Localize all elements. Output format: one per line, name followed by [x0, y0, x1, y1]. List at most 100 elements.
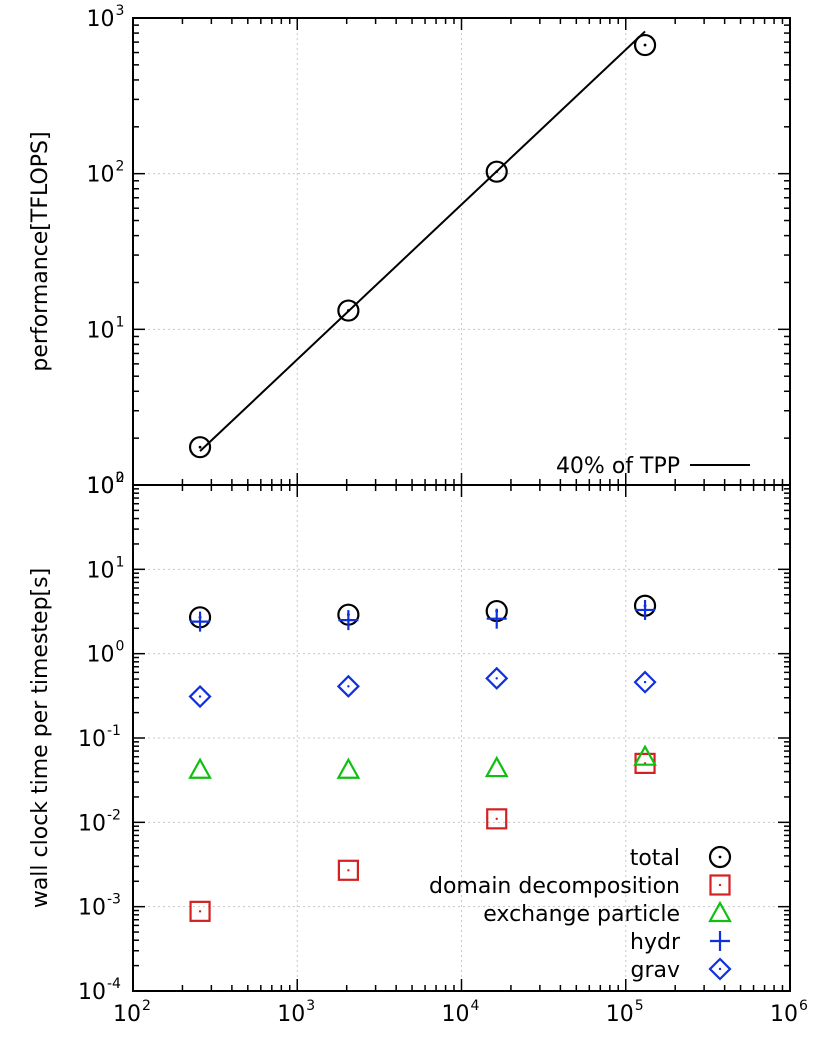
marker-dot: [347, 869, 350, 872]
legend-layer: 40% of TPP total domain decomposition excha…: [429, 454, 750, 983]
marker-square: [189, 900, 211, 922]
data-point: [337, 859, 359, 881]
grid-layer: [133, 18, 790, 991]
marker-dot: [718, 883, 722, 887]
data-point: [635, 599, 656, 620]
data-point: [485, 666, 509, 690]
walltime-panel-series-4: [188, 666, 657, 709]
marker-triangle: [188, 757, 212, 779]
tick-label-base: 10: [87, 318, 115, 343]
marker-circle: [337, 299, 360, 322]
data-point: [189, 900, 211, 922]
walltime-panel-y-tick-label: 10 -1: [78, 723, 121, 752]
tick-label-base: 10: [87, 474, 115, 499]
tick-label-exponent: 5: [635, 998, 644, 1014]
marker-circle: [633, 33, 657, 57]
tick-label-base: 10: [87, 7, 115, 32]
data-layer: [188, 30, 657, 922]
legend-label: total: [630, 846, 680, 871]
marker-dot: [718, 855, 722, 859]
tick-label-base: 10: [87, 558, 115, 583]
tpp-reference-line: [199, 30, 646, 452]
marker-diamond: [708, 957, 732, 981]
legend-label: 40% of TPP: [556, 454, 680, 479]
legend-marker-key: [708, 845, 732, 869]
tick-label-exponent: 3: [306, 998, 315, 1014]
marker-square: [709, 874, 731, 896]
walltime-panel-x-tick-label: 10 4: [442, 998, 480, 1027]
walltime-panel-legend-item: domain decomposition: [429, 874, 731, 899]
data-point: [188, 685, 212, 709]
walltime-panel-legend-item: exchange particle: [483, 900, 732, 927]
walltime-panel-y-tick-label: 10 0: [87, 639, 125, 668]
data-point: [336, 674, 360, 698]
tick-label-exponent: 2: [116, 159, 125, 175]
tick-label-base: 10: [78, 727, 106, 752]
marker-square: [337, 859, 359, 881]
walltime-panel-y-tick-label: 10 2: [87, 470, 125, 499]
marker-circle: [188, 436, 212, 459]
tick-label-base: 10: [442, 1002, 470, 1027]
tick-label-exponent: 1: [116, 314, 125, 330]
data-point: [486, 808, 508, 830]
marker-diamond: [633, 670, 657, 694]
marker-triangle: [633, 744, 657, 766]
performance-panel-y-tick-label: 10 1: [87, 314, 125, 343]
tick-label-exponent: 2: [116, 470, 125, 486]
marker-diamond: [188, 685, 212, 709]
walltime-panel-y-axis-title: wall clock time per timestep[s]: [28, 568, 53, 908]
performance-panel-y-tick-label: 10 2: [87, 159, 125, 188]
tick-label-exponent: -1: [107, 723, 121, 739]
tick-label-exponent: 0: [116, 639, 125, 655]
walltime-panel-x-tick-label: 10 5: [606, 998, 644, 1027]
marker-triangle: [336, 757, 361, 779]
legend-label: grav: [630, 958, 680, 983]
tick-label-exponent: 2: [142, 998, 151, 1014]
marker-circle: [485, 160, 508, 183]
marker-square: [486, 808, 508, 830]
legend-marker-key: [708, 900, 732, 923]
marker-dot: [198, 910, 202, 913]
tick-label-base: 10: [277, 1002, 305, 1027]
marker-triangle: [484, 755, 509, 778]
tick-label-exponent: -2: [107, 807, 121, 823]
legend-label: exchange particle: [483, 902, 680, 927]
tick-label-exponent: 0: [116, 470, 125, 486]
data-point: [190, 611, 211, 632]
walltime-panel-legend-item: hydr: [630, 930, 730, 955]
marker-dot: [495, 677, 498, 680]
data-point: [336, 757, 361, 779]
legend-marker-key: [708, 957, 732, 981]
data-point: [633, 33, 657, 57]
legend-marker-key: [710, 931, 730, 951]
data-point: [188, 757, 212, 779]
walltime-panel-series-0: [188, 594, 657, 629]
legend-label: hydr: [630, 930, 681, 955]
walltime-panel-y-tick-label: 10 -2: [78, 807, 121, 836]
tick-label-base: 10: [78, 896, 106, 921]
marker-dot: [643, 43, 647, 47]
tick-label-exponent: 3: [116, 3, 125, 19]
walltime-panel-legend-item: total: [630, 845, 732, 871]
data-point: [484, 755, 509, 778]
tick-label-base: 10: [606, 1002, 634, 1027]
tick-label-base: 10: [78, 811, 106, 836]
tick-label-base: 10: [87, 643, 115, 668]
data-point: [338, 610, 359, 631]
data-point: [633, 744, 657, 766]
walltime-panel-legend-item: grav: [630, 957, 732, 983]
walltime-panel-y-tick-label: 10 -3: [78, 892, 121, 921]
tick-label-base: 10: [113, 1002, 141, 1027]
walltime-panel-y-tick-label: 10 -4: [78, 976, 121, 1005]
walltime-panel-x-tick-label: 10 3: [277, 998, 315, 1027]
marker-dot: [198, 695, 202, 698]
data-point: [486, 608, 507, 629]
tick-label-exponent: 6: [799, 998, 808, 1014]
marker-circle: [708, 845, 732, 869]
tick-label-base: 10: [87, 474, 115, 499]
tick-label-exponent: 4: [471, 998, 480, 1014]
marker-triangle: [708, 900, 732, 923]
tick-label-base: 10: [78, 980, 106, 1005]
tick-label-exponent: 1: [116, 554, 125, 570]
